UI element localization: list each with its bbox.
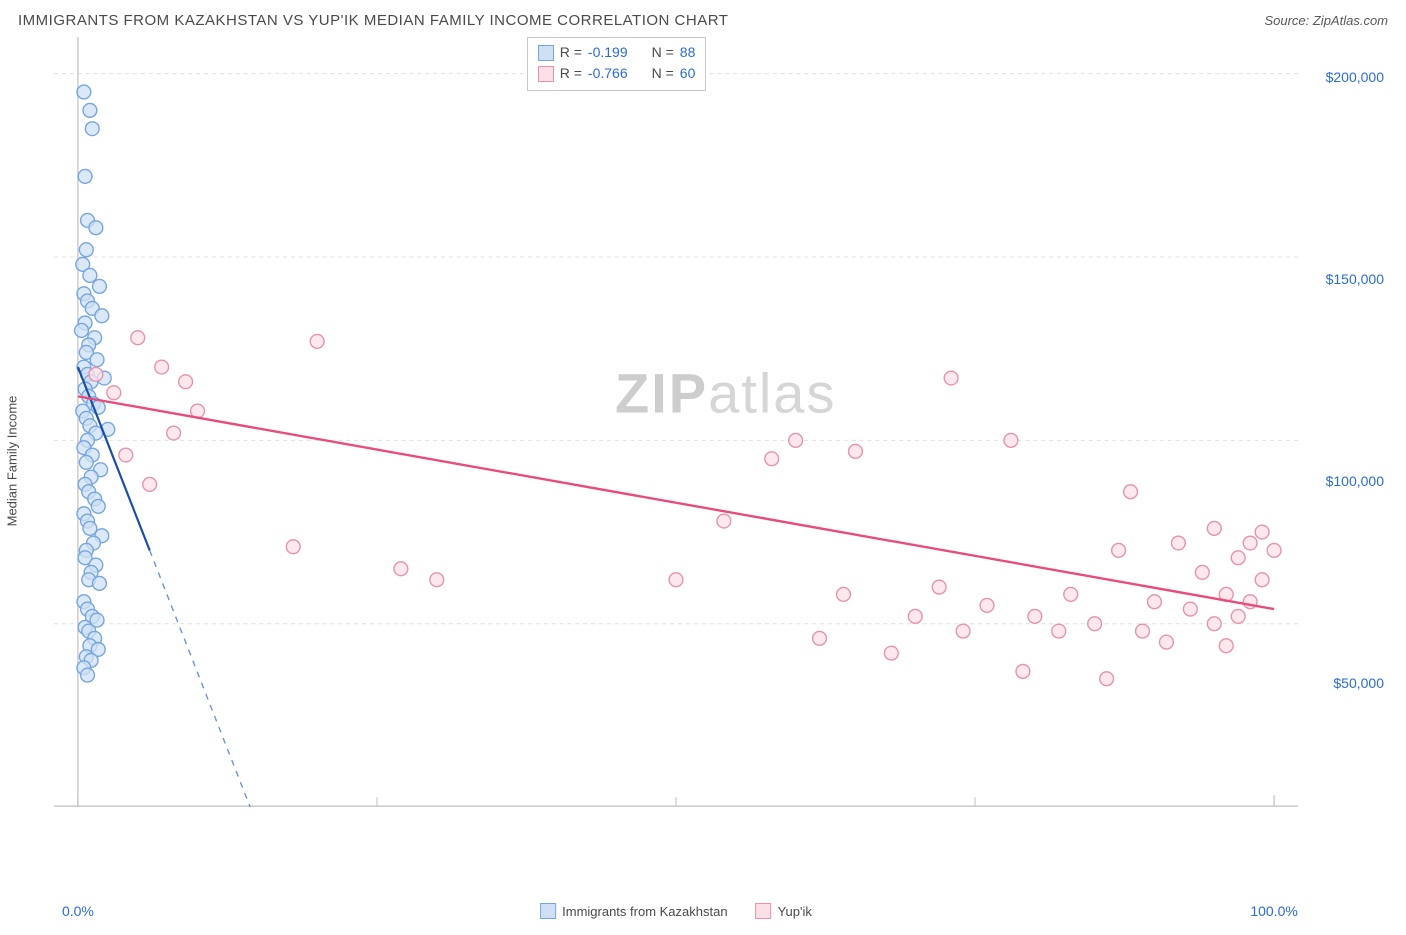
legend-item: Immigrants from Kazakhstan xyxy=(540,903,727,919)
correlation-row: R =-0.766N =60 xyxy=(538,63,696,84)
y-tick-label: $100,000 xyxy=(1326,473,1384,489)
y-tick-label: $50,000 xyxy=(1333,675,1384,691)
y-tick-label: $200,000 xyxy=(1326,69,1384,85)
legend-swatch xyxy=(540,903,556,919)
y-tick-label: $150,000 xyxy=(1326,271,1384,287)
x-tick-label: 0.0% xyxy=(62,903,94,919)
scatter-plot xyxy=(54,37,1298,807)
source-label: Source: ZipAtlas.com xyxy=(1264,13,1388,28)
x-tick-label: 100.0% xyxy=(1250,903,1297,919)
y-axis-label: Median Family Income xyxy=(5,396,20,527)
correlation-row: R =-0.199N =88 xyxy=(538,42,696,63)
legend-item: Yup'ik xyxy=(756,903,812,919)
series-legend: Immigrants from Kazakhstan Yup'ik xyxy=(540,903,812,919)
chart-title: IMMIGRANTS FROM KAZAKHSTAN VS YUP'IK MED… xyxy=(18,12,728,29)
correlation-legend: R =-0.199N =88R =-0.766N =60 xyxy=(527,37,707,91)
legend-swatch xyxy=(756,903,772,919)
